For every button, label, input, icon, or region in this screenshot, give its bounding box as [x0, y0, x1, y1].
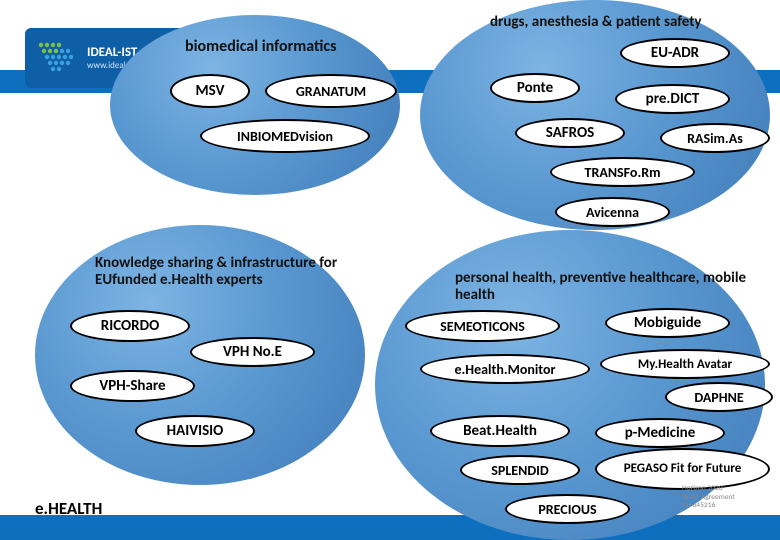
pill-euadr: EU-ADR: [620, 38, 730, 68]
cluster-label-biomed: biomedical informatics: [185, 38, 337, 56]
footer-note: Horizon 2020Grant AgreementNo 645216: [682, 485, 762, 510]
pill-granatum: GRANATUM: [265, 74, 397, 108]
pill-daphne: DAPHNE: [665, 382, 773, 412]
pill-safros: SAFROS: [515, 118, 625, 148]
cluster-label-drugs: drugs, anesthesia & patient safety: [490, 14, 702, 31]
logo-dots-icon: [31, 37, 83, 79]
pill-avicenna: Avicenna: [555, 197, 670, 227]
pill-splendid: SPLENDID: [460, 455, 580, 485]
cluster-label-personal: personal health, preventive healthcare, …: [455, 270, 780, 305]
pill-msv: MSV: [170, 74, 250, 108]
pill-predict: pre.DICT: [615, 84, 730, 114]
pill-pmedicine: p-Medicine: [595, 418, 725, 448]
pill-inbiomed: INBIOMEDvision: [200, 119, 370, 153]
pill-haivisio: HAIVISIO: [135, 415, 255, 447]
cluster-drugs: [420, 0, 770, 230]
pill-mobiguide: Mobiguide: [605, 308, 730, 338]
pill-vphnoe: VPH No.E: [190, 337, 315, 367]
pill-ponte: Ponte: [490, 73, 580, 103]
cluster-label-knowledge: Knowledge sharing & infrastructure for E…: [95, 255, 376, 290]
diagram-stage: IDEAL-IST www.ideal biomedical informati…: [0, 0, 780, 540]
pill-semeot: SEMEOTICONS: [405, 310, 560, 342]
pill-rasimas: RASim.As: [660, 123, 770, 153]
pill-ricordo: RICORDO: [70, 310, 190, 342]
pill-vphshare: VPH-Share: [70, 370, 195, 402]
pill-myhealth: My.Health Avatar: [600, 349, 770, 379]
pill-beat: Beat.Health: [430, 415, 570, 447]
pill-transform: TRANSFo.Rm: [550, 157, 695, 187]
pill-precious: PRECIOUS: [505, 494, 630, 524]
pill-ehealthmon: e.Health.Monitor: [420, 354, 590, 384]
ehealth-label: e.HEALTH: [35, 498, 102, 519]
